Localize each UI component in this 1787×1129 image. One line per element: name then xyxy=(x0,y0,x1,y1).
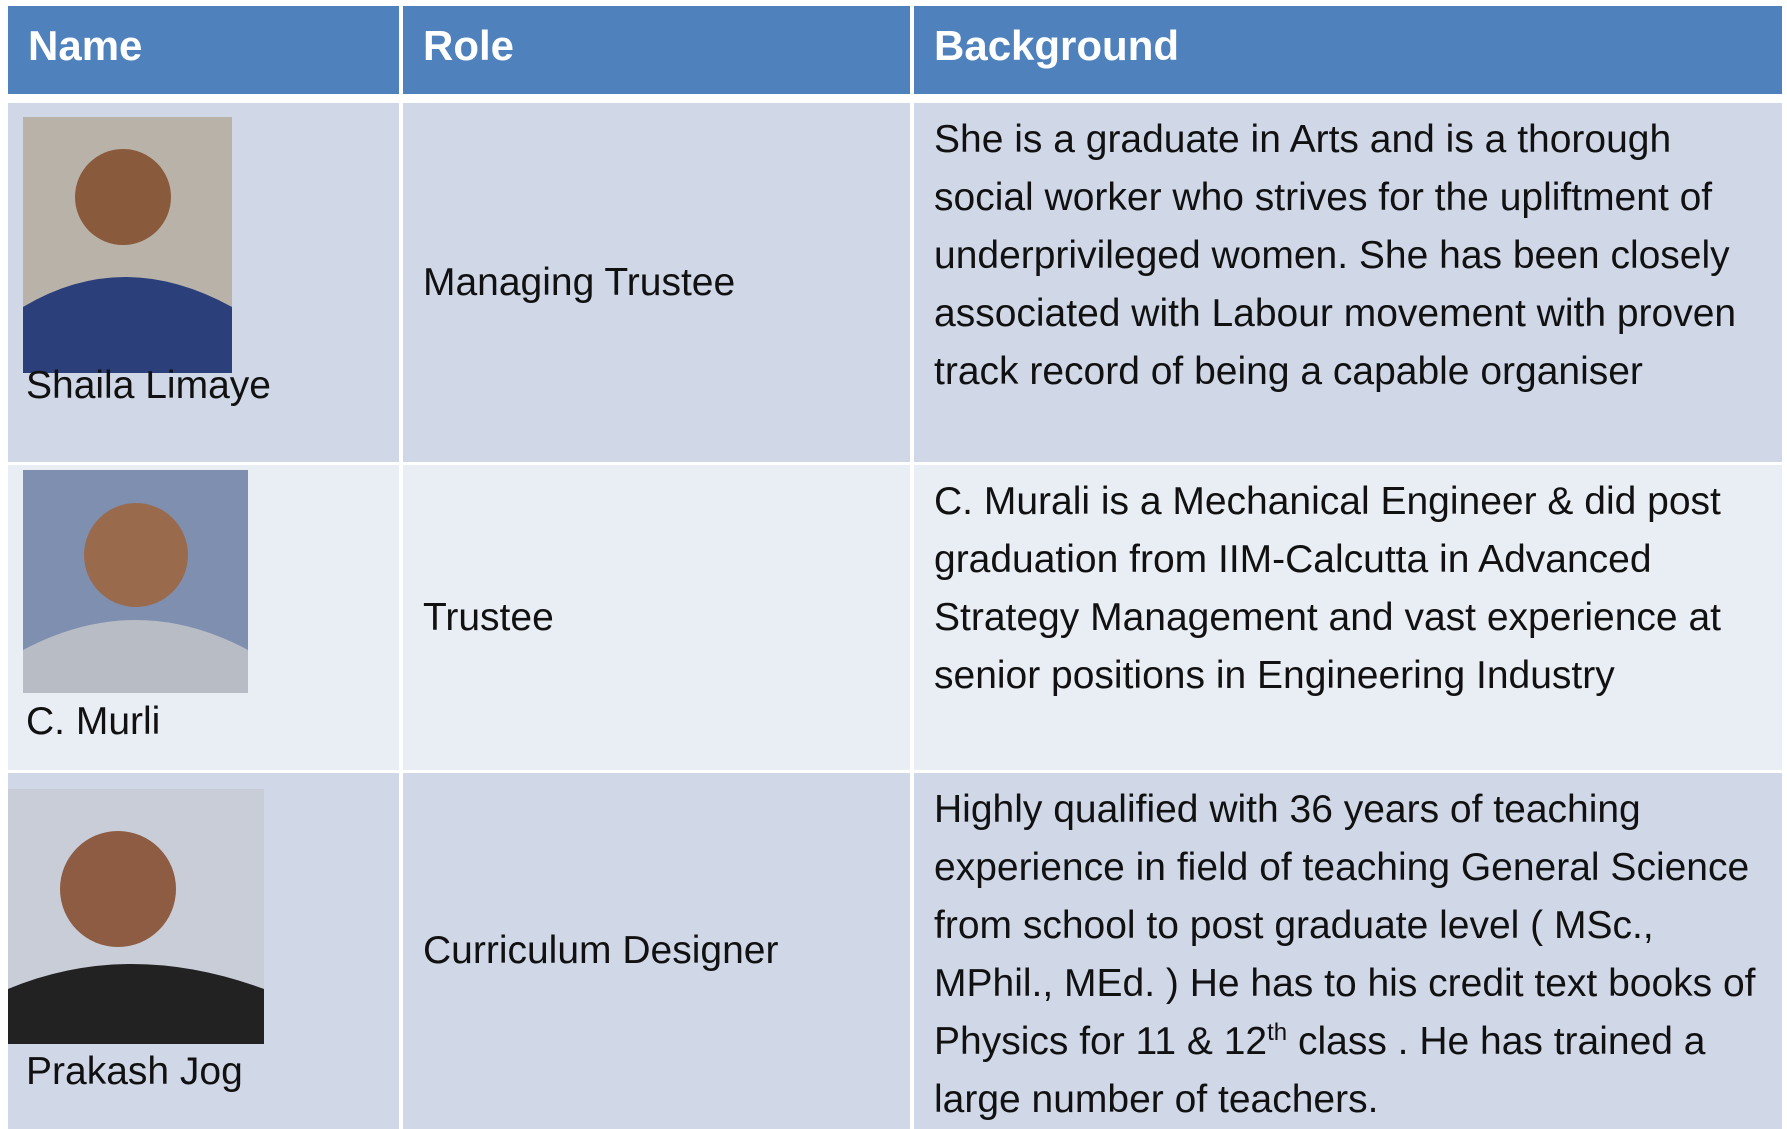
background-cell: She is a graduate in Arts and is a thoro… xyxy=(914,103,1782,462)
background-cell: Highly qualified with 36 years of teachi… xyxy=(914,773,1782,1129)
role-cell: Trustee xyxy=(403,465,910,770)
name-cell: Shaila Limaye xyxy=(8,103,399,462)
background-text: Highly qualified with 36 years of teachi… xyxy=(934,788,1756,1063)
header-cell: Role xyxy=(403,6,910,94)
photo xyxy=(23,117,232,373)
superscript: th xyxy=(1267,1019,1288,1046)
role-cell: Managing Trustee xyxy=(403,103,910,462)
name-cell: C. Murli xyxy=(8,465,399,770)
person-name: C. Murli xyxy=(26,700,161,743)
background-cell: C. Murali is a Mechanical Engineer & did… xyxy=(914,465,1782,770)
photo xyxy=(8,789,264,1044)
role-cell: Curriculum Designer xyxy=(403,773,910,1129)
person-name: Prakash Jog xyxy=(26,1050,243,1093)
header-cell: Background xyxy=(914,6,1782,94)
header-cell: Name xyxy=(8,6,399,94)
name-cell: Prakash Jog xyxy=(8,773,399,1129)
background-text: class . He has trained a large number of… xyxy=(934,1020,1706,1121)
person-name: Shaila Limaye xyxy=(26,364,271,407)
photo xyxy=(23,470,248,693)
